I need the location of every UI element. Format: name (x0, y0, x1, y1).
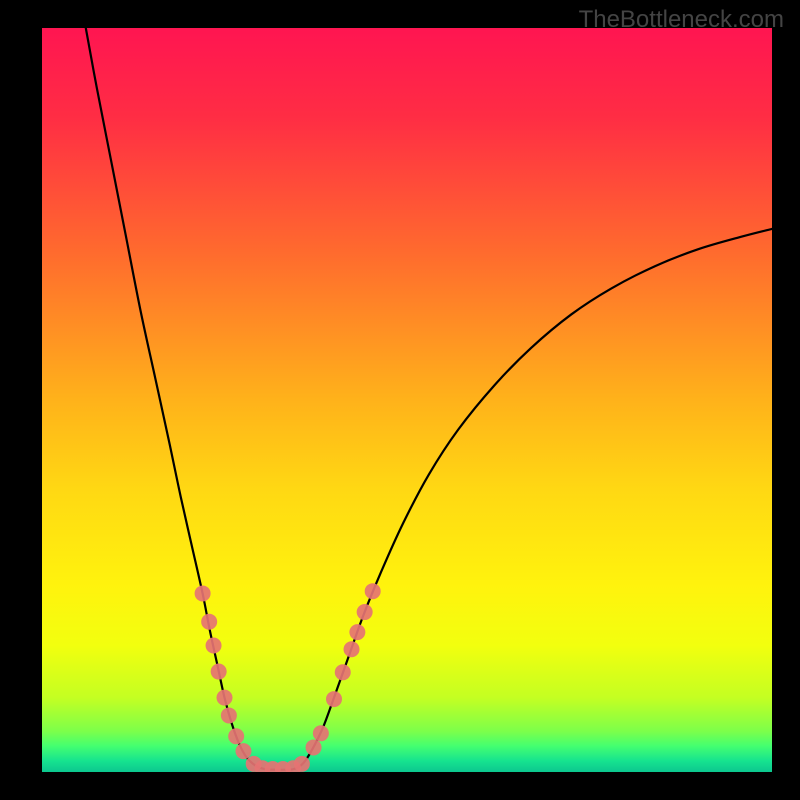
data-marker (217, 690, 233, 706)
chart-svg (42, 28, 772, 772)
data-marker (228, 728, 244, 744)
data-marker (326, 691, 342, 707)
data-marker (201, 614, 217, 630)
data-marker (335, 664, 351, 680)
data-marker (344, 641, 360, 657)
data-marker (195, 585, 211, 601)
data-marker (306, 739, 322, 755)
data-marker (221, 707, 237, 723)
data-marker (294, 756, 310, 772)
data-marker (206, 638, 222, 654)
data-marker (365, 583, 381, 599)
gradient-background (42, 28, 772, 772)
data-marker (357, 604, 373, 620)
data-marker (235, 743, 251, 759)
data-marker (211, 664, 227, 680)
watermark-text: TheBottleneck.com (579, 6, 784, 34)
data-marker (349, 624, 365, 640)
plot-area (42, 28, 772, 772)
data-marker (313, 725, 329, 741)
